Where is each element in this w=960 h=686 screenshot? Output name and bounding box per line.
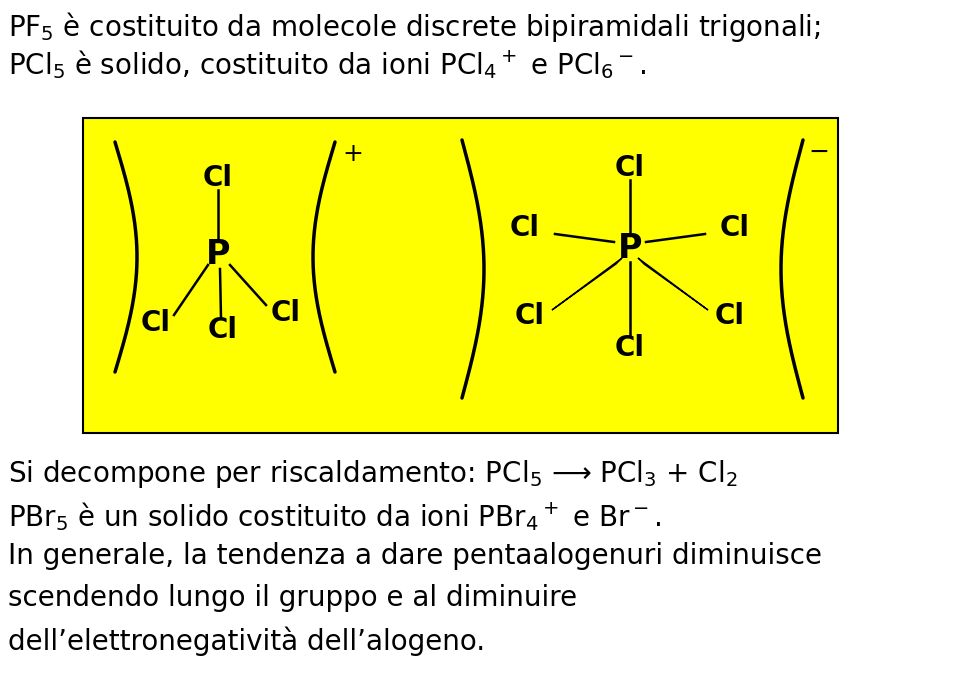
Polygon shape: [638, 258, 708, 310]
Text: Cl: Cl: [510, 214, 540, 242]
Text: +: +: [342, 142, 363, 166]
Text: dell’elettronegatività dell’alogeno.: dell’elettronegatività dell’alogeno.: [8, 626, 485, 656]
Text: Cl: Cl: [515, 302, 545, 330]
FancyBboxPatch shape: [83, 118, 838, 433]
Text: Cl: Cl: [615, 334, 645, 362]
Text: Cl: Cl: [715, 302, 745, 330]
Text: In generale, la tendenza a dare pentaalogenuri diminuisce: In generale, la tendenza a dare pentaalo…: [8, 542, 822, 570]
Text: P: P: [617, 231, 642, 265]
Text: Si decompone per riscaldamento: PCl$_5$ ⟶ PCl$_3$ + Cl$_2$: Si decompone per riscaldamento: PCl$_5$ …: [8, 458, 737, 490]
Text: Cl: Cl: [720, 214, 750, 242]
Text: PF$_5$ è costituito da molecole discrete bipiramidali trigonali;: PF$_5$ è costituito da molecole discrete…: [8, 10, 821, 44]
Text: PBr$_5$ è un solido costituito da ioni PBr$_4$$^+$ e Br$^-$.: PBr$_5$ è un solido costituito da ioni P…: [8, 500, 661, 533]
Text: Cl: Cl: [141, 309, 171, 337]
Text: Cl: Cl: [271, 299, 301, 327]
Text: Cl: Cl: [615, 154, 645, 182]
Text: −: −: [808, 140, 829, 164]
Polygon shape: [552, 258, 622, 310]
Text: Cl: Cl: [208, 316, 238, 344]
Text: scendendo lungo il gruppo e al diminuire: scendendo lungo il gruppo e al diminuire: [8, 584, 577, 612]
Text: PCl$_5$ è solido, costituito da ioni PCl$_4$$^+$ e PCl$_6$$^-$.: PCl$_5$ è solido, costituito da ioni PCl…: [8, 48, 646, 81]
Text: Cl: Cl: [203, 164, 233, 192]
Text: P: P: [205, 239, 230, 272]
